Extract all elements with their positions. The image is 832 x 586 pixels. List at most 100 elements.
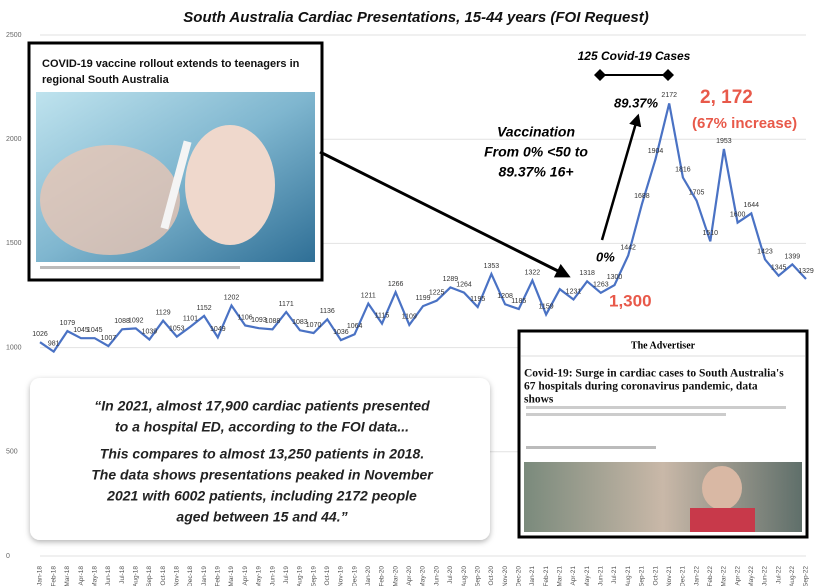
masthead: The Advertiser bbox=[631, 340, 696, 351]
quote-line: “In 2021, almost 17,900 cardiac patients… bbox=[94, 398, 430, 414]
y-tick-label: 2500 bbox=[6, 32, 22, 39]
x-tick-label: Dec-18 bbox=[187, 566, 194, 586]
x-tick-label: Mar-19 bbox=[228, 566, 235, 586]
x-tick-label: Aug-21 bbox=[625, 566, 632, 586]
data-label: 1953 bbox=[716, 138, 732, 145]
data-label: 1353 bbox=[484, 263, 500, 270]
x-tick-label: Feb-19 bbox=[215, 566, 222, 586]
annotation: (67% increase) bbox=[692, 115, 797, 132]
x-tick-label: Aug-20 bbox=[461, 566, 468, 586]
image-detail bbox=[185, 125, 275, 245]
data-label: 1322 bbox=[525, 269, 541, 276]
data-label: 1202 bbox=[224, 294, 240, 301]
x-tick-label: Nov-20 bbox=[502, 566, 509, 586]
quote-line: aged between 15 and 44.” bbox=[176, 509, 347, 525]
data-label: 1423 bbox=[757, 248, 773, 255]
arrow bbox=[319, 150, 571, 278]
data-label: 1263 bbox=[593, 282, 609, 289]
image-detail bbox=[690, 508, 755, 532]
data-label: 1185 bbox=[511, 298, 526, 305]
data-label: 1195 bbox=[470, 296, 485, 303]
data-label: 1109 bbox=[402, 314, 417, 321]
x-tick-label: Jan-18 bbox=[37, 566, 44, 586]
x-tick-label: Dec-19 bbox=[351, 566, 358, 586]
annotation: 0% bbox=[596, 249, 615, 264]
data-label: 1092 bbox=[128, 317, 144, 324]
quote-line: This compares to almost 13,250 patients … bbox=[100, 446, 424, 462]
data-label: 1079 bbox=[60, 320, 76, 327]
headline: COVID-19 vaccine rollout extends to teen… bbox=[42, 58, 300, 70]
annotation: 2, 172 bbox=[700, 87, 753, 108]
quote-line: to a hospital ED, according to the FOI d… bbox=[115, 419, 409, 435]
data-label: 1644 bbox=[743, 202, 759, 209]
x-tick-label: Apr-22 bbox=[734, 566, 741, 586]
data-label: 1083 bbox=[292, 319, 308, 326]
headline: shows bbox=[524, 394, 554, 406]
x-tick-label: Jan-19 bbox=[201, 566, 208, 586]
x-tick-label: Mar-21 bbox=[557, 566, 564, 586]
annotation: Vaccination bbox=[497, 124, 575, 140]
data-label: 1036 bbox=[333, 329, 349, 336]
data-label: 1705 bbox=[689, 190, 705, 197]
data-label: 1007 bbox=[101, 335, 117, 342]
x-tick-label: Mar-20 bbox=[392, 566, 399, 586]
byline bbox=[526, 446, 656, 449]
x-tick-label: Sep-20 bbox=[474, 566, 481, 586]
x-tick-label: Jun-19 bbox=[269, 566, 276, 586]
data-label: 1159 bbox=[539, 303, 554, 310]
headline: regional South Australia bbox=[42, 74, 170, 86]
data-label: 1045 bbox=[87, 327, 103, 334]
article-image bbox=[524, 462, 802, 532]
x-tick-label: Jun-20 bbox=[433, 566, 440, 586]
headline: Covid-19: Surge in cardiac cases to Sout… bbox=[524, 368, 784, 380]
quote-line: 2021 with 6002 patients, including 2172 … bbox=[106, 488, 417, 504]
x-tick-label: Feb-20 bbox=[379, 566, 386, 586]
x-tick-label: Jan-20 bbox=[365, 566, 372, 586]
y-tick-label: 1500 bbox=[6, 240, 22, 247]
data-label: 1231 bbox=[566, 288, 582, 295]
x-tick-label: Sep-21 bbox=[639, 566, 646, 586]
x-tick-label: Jul-22 bbox=[775, 566, 782, 584]
data-label: 1129 bbox=[156, 310, 171, 317]
x-tick-label: Jun-18 bbox=[105, 566, 112, 586]
x-tick-label: May-20 bbox=[420, 566, 427, 586]
data-label: 1088 bbox=[114, 318, 130, 325]
data-label: 1093 bbox=[251, 317, 267, 324]
data-label: 1266 bbox=[388, 281, 404, 288]
x-tick-label: Nov-18 bbox=[174, 566, 181, 586]
x-tick-label: Feb-18 bbox=[50, 566, 57, 586]
x-tick-label: Apr-19 bbox=[242, 566, 249, 586]
data-label: 1211 bbox=[361, 292, 376, 299]
x-tick-label: Oct-18 bbox=[160, 566, 167, 586]
headline: 67 hospitals during coronavirus pandemic… bbox=[524, 381, 758, 393]
annotation: From 0% <50 to bbox=[484, 144, 588, 160]
x-tick-label: Feb-22 bbox=[707, 566, 714, 586]
x-tick-label: Apr-20 bbox=[406, 566, 413, 586]
line bbox=[39, 103, 807, 354]
data-label: 1510 bbox=[702, 230, 718, 237]
x-tick-label: Jul-21 bbox=[611, 566, 618, 584]
data-label: 1199 bbox=[415, 295, 430, 302]
data-label: 1904 bbox=[648, 148, 664, 155]
annotation: 1,300 bbox=[609, 291, 652, 310]
x-tick-label: Mar-18 bbox=[64, 566, 71, 586]
data-label: 1039 bbox=[142, 328, 158, 335]
image-detail bbox=[40, 145, 180, 255]
data-label: 1225 bbox=[429, 290, 445, 297]
data-label: 1101 bbox=[183, 315, 198, 322]
data-label: 1171 bbox=[279, 301, 294, 308]
annotation: 89.37% 16+ bbox=[498, 164, 573, 180]
summary bbox=[526, 413, 726, 416]
data-label: 1045 bbox=[73, 327, 89, 334]
data-label: 981 bbox=[48, 340, 60, 347]
x-tick-label: Apr-21 bbox=[570, 566, 577, 586]
x-tick-label: May-18 bbox=[91, 566, 98, 586]
data-label: 1208 bbox=[497, 293, 513, 300]
x-tick-label: Nov-19 bbox=[338, 566, 345, 586]
x-tick-label: Feb-21 bbox=[543, 566, 550, 586]
x-tick-label: Oct-19 bbox=[324, 566, 331, 586]
data-label: 1345 bbox=[771, 265, 787, 272]
data-label: 1070 bbox=[306, 322, 322, 329]
annotation: 125 Covid-19 Cases bbox=[578, 49, 691, 63]
